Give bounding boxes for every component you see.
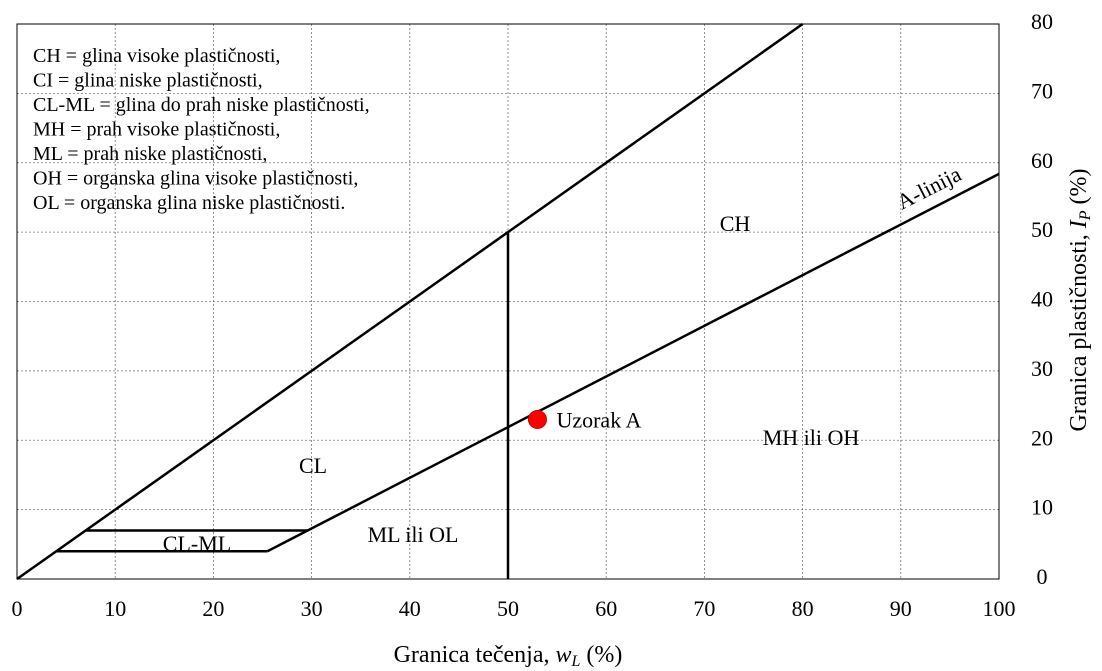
region-label: CH: [720, 211, 751, 236]
y-tick-label: 70: [1031, 78, 1053, 103]
y-tick-label: 50: [1031, 217, 1053, 242]
region-label: ML ili OL: [368, 522, 459, 547]
legend-note: OH = organska glina visoke plastičnosti,: [33, 168, 358, 190]
x-tick-label: 80: [792, 596, 814, 621]
x-tick-label: 10: [104, 596, 126, 621]
x-axis-label: Granica tečenja, wL (%): [394, 642, 623, 670]
x-tick-label: 60: [595, 596, 617, 621]
legend-note: ML = prah niske plastičnosti,: [33, 143, 267, 165]
y-tick-label: 40: [1031, 287, 1053, 312]
region-label: MH ili OH: [763, 425, 860, 450]
x-tick-label: 0: [12, 596, 23, 621]
boundary-line: [16, 22, 804, 581]
y-tick-label: 30: [1031, 356, 1053, 381]
y-tick-label: 20: [1031, 425, 1053, 450]
y-tick-label: 80: [1031, 9, 1053, 34]
x-tick-label: 100: [983, 596, 1016, 621]
x-tick-label: 30: [301, 596, 323, 621]
y-axis-label-text: Granica plastičnosti,: [1066, 228, 1092, 431]
legend-note: MH = prah visoke plastičnosti,: [33, 119, 280, 141]
y-tick-label: 60: [1031, 148, 1053, 173]
x-tick-label: 40: [399, 596, 421, 621]
legend-note: OL = organska glina niske plastičnosti.: [33, 192, 345, 214]
x-tick-label: 50: [497, 596, 519, 621]
x-axis-label-unit: (%): [580, 642, 622, 668]
y-tick-label: 0: [1037, 564, 1048, 589]
region-label: CL: [299, 453, 327, 478]
x-tick-label: 20: [202, 596, 224, 621]
legend-note: CL-ML = glina do prah niske plastičnosti…: [33, 94, 370, 116]
region-label: CL-ML: [163, 531, 231, 556]
x-tick-label: 90: [890, 596, 912, 621]
y-axis-label-symbol: I: [1066, 219, 1092, 229]
legend-note: CH = glina visoke plastičnosti,: [33, 45, 280, 67]
data-point: [527, 409, 547, 429]
y-axis-label-sub: P: [1077, 210, 1094, 221]
legend-note: CI = glina niske plastičnosti,: [33, 70, 263, 92]
x-axis-label-sub: L: [571, 653, 581, 670]
boundary-line: [266, 172, 1000, 553]
point-label: Uzorak A: [556, 407, 641, 432]
y-tick-label: 10: [1031, 495, 1053, 520]
y-axis-label: Granica plastičnosti, IP (%): [1066, 168, 1094, 431]
x-axis-label-text: Granica tečenja,: [394, 642, 556, 668]
x-tick-label: 70: [693, 596, 715, 621]
y-axis-label-unit: (%): [1066, 168, 1092, 210]
x-axis-label-symbol: w: [556, 642, 572, 668]
